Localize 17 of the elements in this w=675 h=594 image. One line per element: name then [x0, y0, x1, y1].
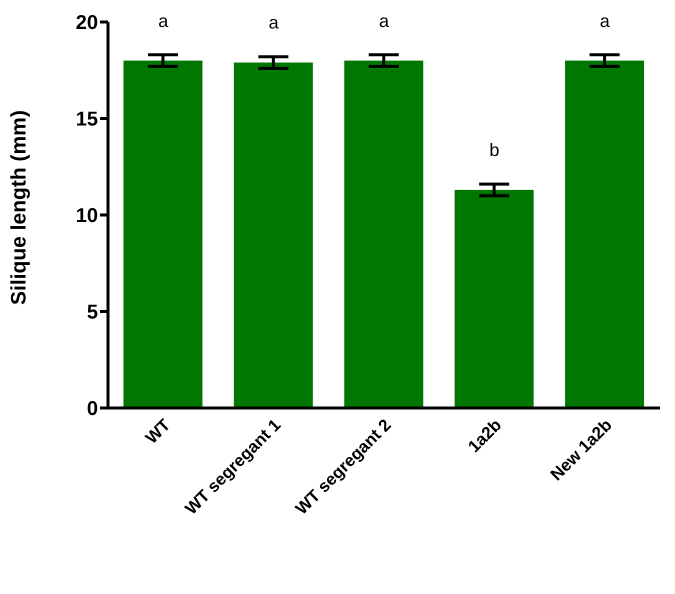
y-tick-label: 15 [76, 108, 98, 131]
bar [234, 62, 313, 408]
y-tick-label: 5 [86, 302, 98, 324]
y-tick-label: 0 [86, 398, 98, 420]
y-axis-title: Silique length (mm) [7, 110, 30, 305]
annotation: a [268, 12, 280, 33]
bar [123, 60, 202, 408]
y-tick-label: 10 [76, 205, 98, 228]
annotation: a [158, 10, 170, 31]
y-tick-label: 20 [76, 12, 98, 34]
annotation: a [378, 10, 390, 31]
x-tick-label: WT [142, 414, 174, 448]
bar [565, 60, 644, 408]
bar [344, 60, 424, 408]
annotation: b [489, 140, 500, 160]
bar [454, 190, 534, 408]
annotation: a [600, 10, 611, 31]
